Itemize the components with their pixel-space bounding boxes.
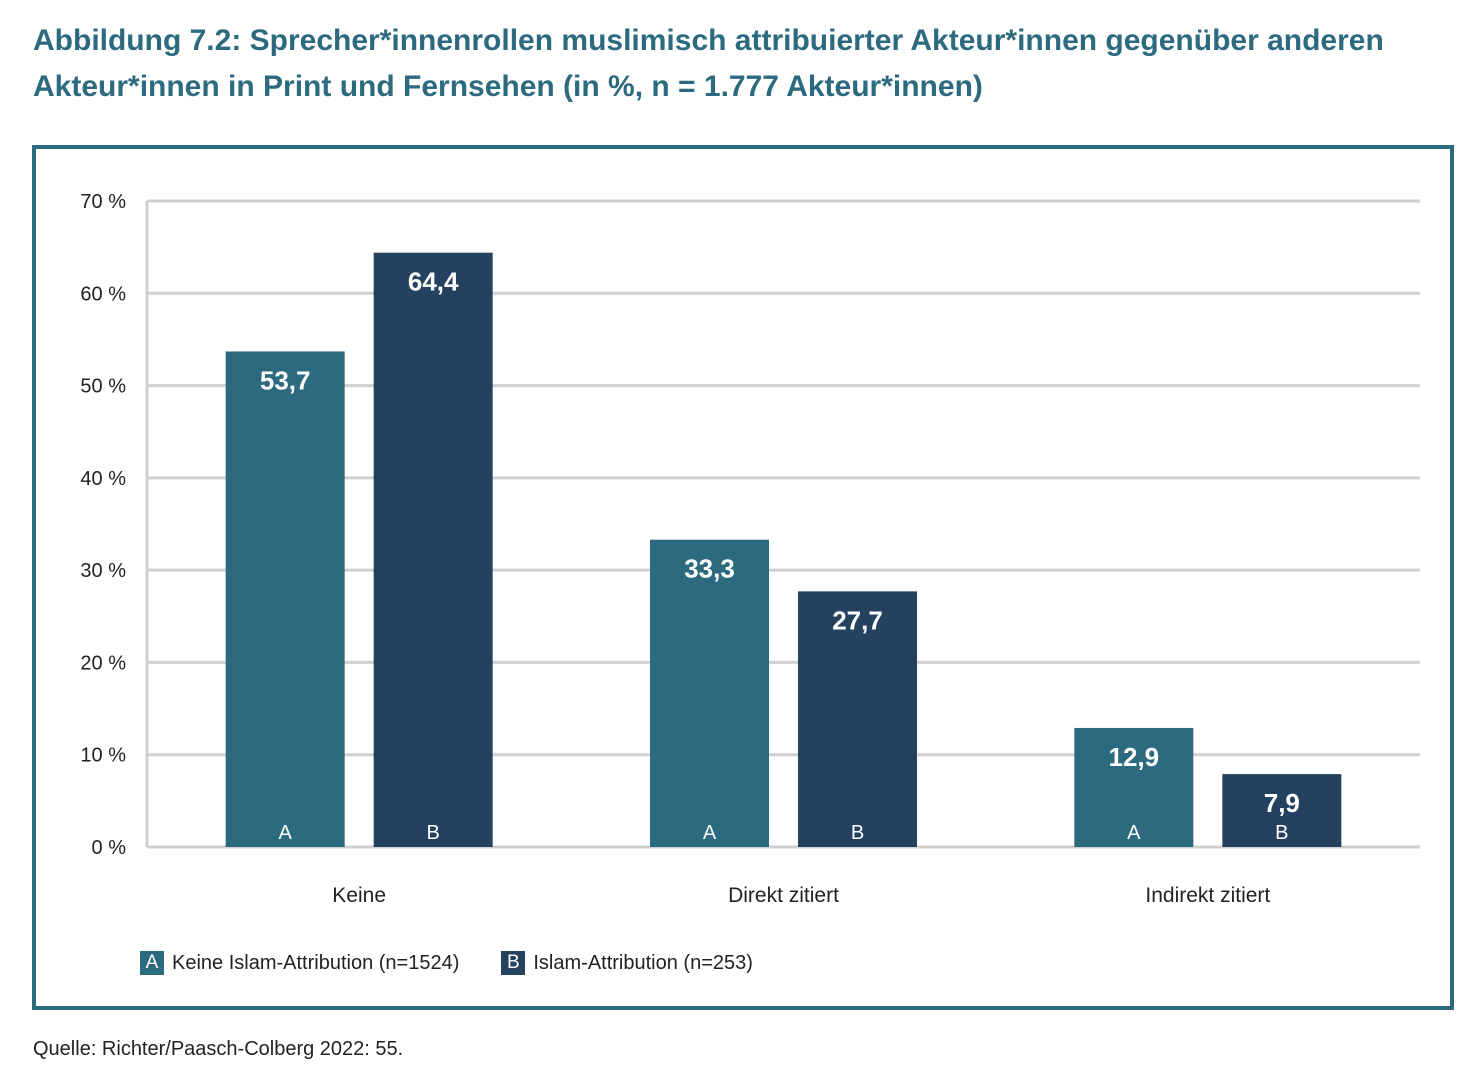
legend-swatch-a: A	[140, 951, 164, 975]
chart-frame: 0 % 10 % 20 % 30 % 40 % 50 % 60 % 70 % 53,7 A 64,4…	[32, 145, 1454, 1010]
legend: A Keine Islam-Attribution (n=1524) B Isl…	[140, 951, 753, 975]
y-tick-label: 40 %	[80, 468, 126, 490]
y-tick-label: 70 %	[80, 191, 126, 213]
bar-a	[650, 539, 769, 847]
source-note: Quelle: Richter/Paasch-Colberg 2022: 55.	[33, 1038, 404, 1060]
bar-a	[1074, 727, 1194, 847]
data-label: 27,7	[832, 605, 883, 635]
data-label: 53,7	[260, 365, 311, 395]
data-label: 12,9	[1109, 742, 1160, 772]
bar-key-label: A	[703, 822, 717, 844]
data-label: 64,4	[408, 267, 459, 297]
chart-title: Abbildung 7.2: Sprecher*innenrollen musl…	[33, 24, 1384, 103]
legend-label-a: Keine Islam-Attribution (n=1524)	[172, 951, 460, 974]
data-label: 33,3	[684, 554, 735, 584]
y-tick-label: 30 %	[80, 560, 126, 582]
bar-key-label: B	[851, 822, 864, 844]
bar-key-label: B	[1275, 822, 1288, 844]
bar-key-label: A	[278, 822, 292, 844]
y-tick-label: 60 %	[80, 283, 126, 305]
legend-swatch-b: B	[501, 951, 526, 975]
legend-item-b: B Islam-Attribution (n=253)	[501, 951, 753, 975]
bar-b	[798, 591, 917, 847]
bar-chart: 0 % 10 % 20 % 30 % 40 % 50 % 60 % 70 % 53,7 A 64,4…	[80, 191, 1420, 907]
bar-b	[1222, 774, 1342, 847]
bar-b	[373, 252, 493, 847]
y-tick-label: 10 %	[80, 745, 126, 767]
data-label: 7,9	[1264, 788, 1300, 818]
bar-key-label: B	[426, 822, 439, 844]
y-tick-label: 50 %	[80, 376, 126, 398]
y-tick-label: 20 %	[80, 652, 126, 674]
legend-label-b: Islam-Attribution (n=253)	[533, 951, 753, 974]
x-category-label: Keine	[332, 884, 386, 907]
x-category-label: Direkt zitiert	[728, 884, 839, 907]
bar-a	[225, 351, 345, 847]
x-category-label: Indirekt zitiert	[1145, 884, 1270, 907]
y-tick-label: 0 %	[92, 837, 127, 859]
bar-key-label: A	[1127, 822, 1141, 844]
legend-item-a: A Keine Islam-Attribution (n=1524)	[140, 951, 459, 975]
